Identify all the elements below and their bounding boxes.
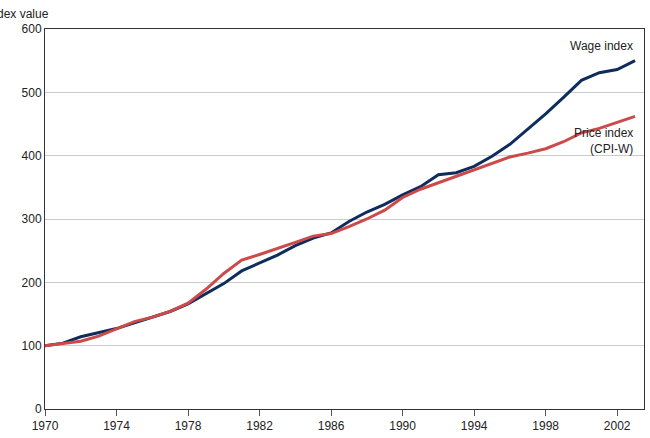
svg-text:0: 0 [35,402,42,416]
svg-text:1970: 1970 [32,419,59,433]
svg-text:500: 500 [22,86,42,100]
svg-text:1982: 1982 [246,419,273,433]
svg-text:2002: 2002 [604,419,631,433]
svg-text:600: 600 [22,22,42,36]
svg-text:Wage index: Wage index [570,39,633,53]
svg-text:1978: 1978 [175,419,202,433]
svg-text:300: 300 [22,212,42,226]
svg-text:1986: 1986 [318,419,345,433]
svg-text:1974: 1974 [103,419,130,433]
svg-text:400: 400 [22,149,42,163]
svg-text:Price index(CPI-W): Price index(CPI-W) [574,126,633,156]
svg-text:Index value: Index value [0,7,49,21]
svg-text:200: 200 [22,276,42,290]
svg-text:1994: 1994 [461,419,488,433]
svg-text:100: 100 [22,339,42,353]
svg-text:1998: 1998 [532,419,559,433]
svg-text:1990: 1990 [389,419,416,433]
